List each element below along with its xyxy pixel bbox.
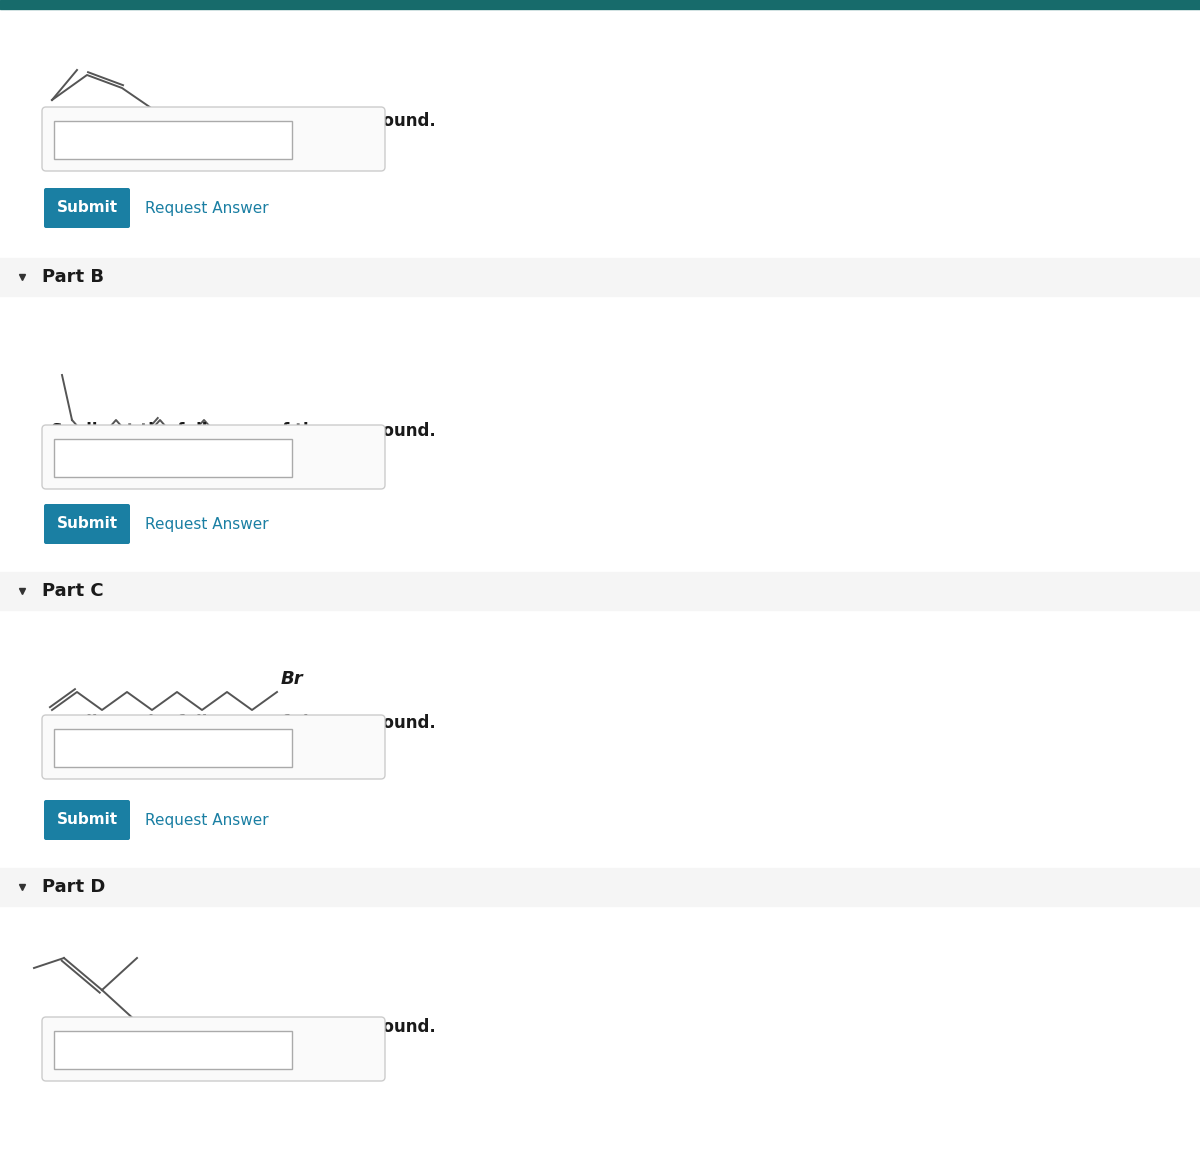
Text: Request Answer: Request Answer	[145, 517, 269, 532]
Text: Request Answer: Request Answer	[145, 200, 269, 216]
Bar	[54, 1031, 292, 1069]
Bar	[0, 259, 1200, 296]
Text: Submit: Submit	[56, 200, 118, 216]
FancyBboxPatch shape	[44, 800, 130, 840]
Text: Request Answer: Request Answer	[145, 812, 269, 827]
FancyBboxPatch shape	[42, 1017, 385, 1081]
Bar	[0, 0, 1200, 9]
Text: Br: Br	[281, 670, 304, 688]
Text: Spell out the full name of the compound.: Spell out the full name of the compound.	[50, 714, 436, 732]
Text: Part D: Part D	[42, 878, 106, 896]
FancyBboxPatch shape	[42, 425, 385, 489]
Bar	[54, 121, 292, 159]
Text: Submit: Submit	[56, 517, 118, 532]
Text: Spell out the full name of the compound.: Spell out the full name of the compound.	[50, 422, 436, 440]
Text: Spell out the full name of the compound.: Spell out the full name of the compound.	[50, 1018, 436, 1036]
FancyBboxPatch shape	[42, 107, 385, 171]
Bar	[0, 572, 1200, 610]
Text: Part B: Part B	[42, 268, 104, 286]
Text: Spell out the full name of the compound.: Spell out the full name of the compound.	[50, 111, 436, 130]
FancyBboxPatch shape	[42, 715, 385, 779]
Bar	[54, 728, 292, 768]
Bar	[0, 867, 1200, 907]
Bar	[54, 439, 292, 477]
Text: Submit: Submit	[56, 812, 118, 827]
FancyBboxPatch shape	[44, 188, 130, 228]
Text: Part C: Part C	[42, 583, 103, 600]
FancyBboxPatch shape	[44, 504, 130, 543]
